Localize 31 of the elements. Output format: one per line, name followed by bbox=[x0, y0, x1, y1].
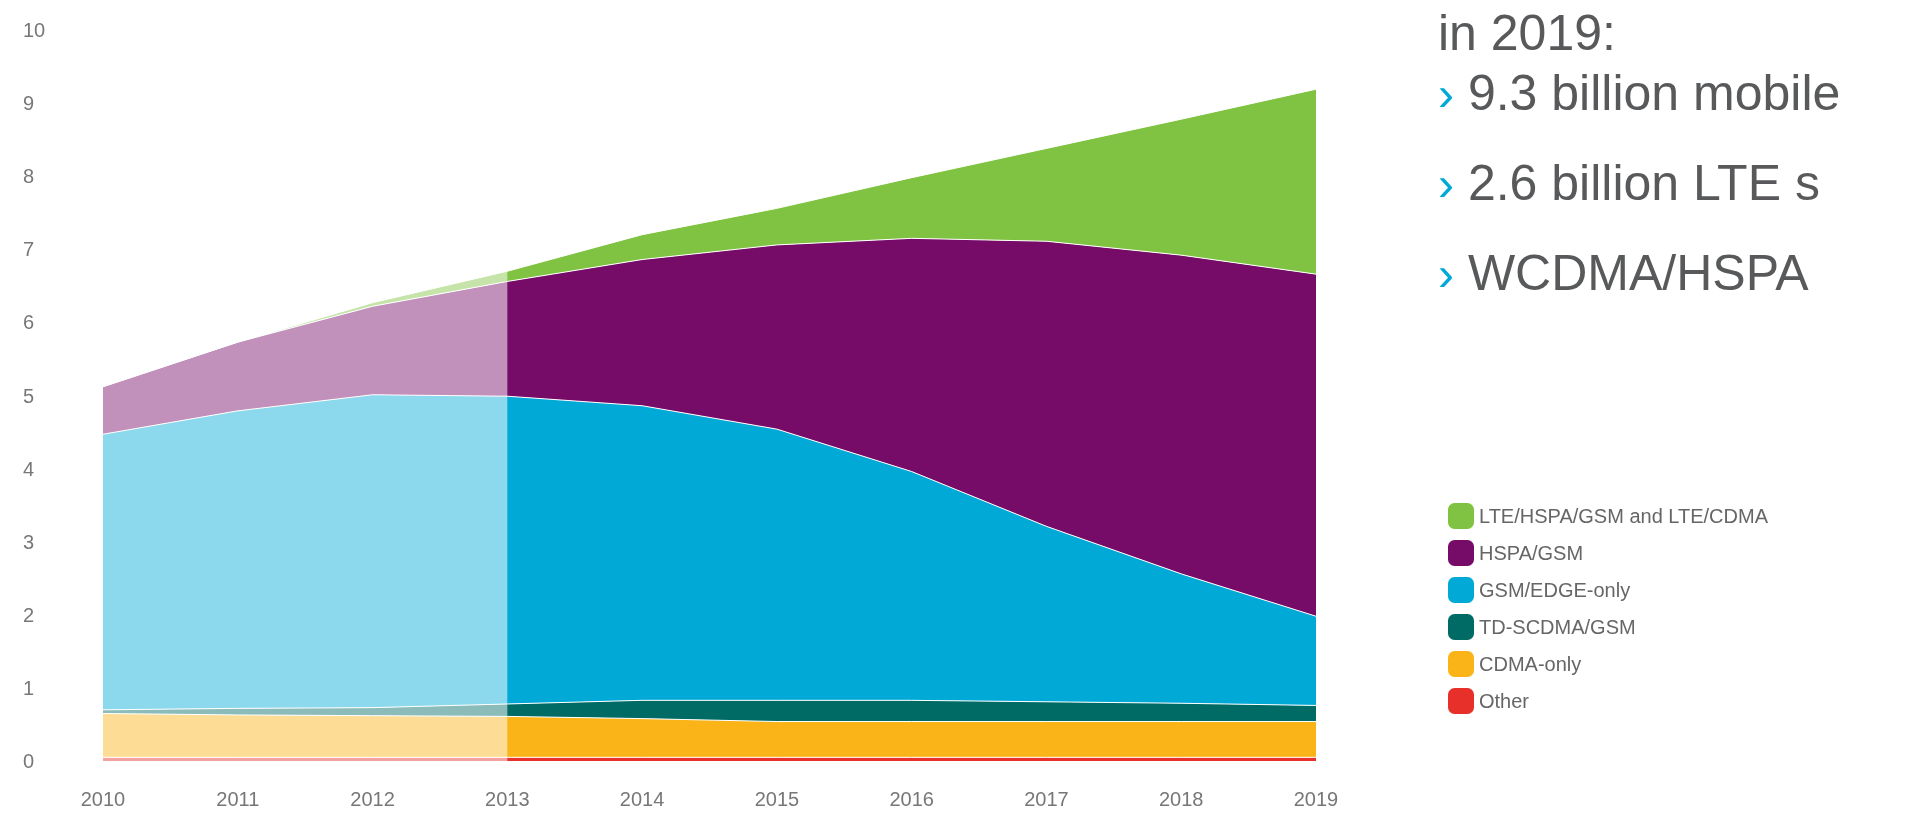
y-tick-label: 1 bbox=[23, 676, 35, 699]
text: › 9.3 billion mobile bbox=[1438, 65, 1841, 121]
legend-label: Other bbox=[1479, 690, 1530, 712]
x-tick-label: 2016 bbox=[889, 788, 934, 810]
legend-label: LTE/HSPA/GSM and LTE/CDMA bbox=[1479, 505, 1769, 527]
text: › 2.6 billion LTE s bbox=[1438, 155, 1820, 211]
x-tick-label: 2015 bbox=[754, 788, 800, 810]
x-tick-label: 2017 bbox=[1024, 788, 1069, 810]
legend-label: TD-SCDMA/GSM bbox=[1479, 616, 1636, 638]
y-tick-label: 8 bbox=[23, 165, 35, 188]
x-tick-label: 2011 bbox=[216, 788, 260, 810]
y-tick-label: 9 bbox=[23, 92, 35, 115]
x-tick-label: 2019 bbox=[1293, 788, 1339, 810]
y-tick-label: 0 bbox=[23, 750, 35, 772]
legend-label: CDMA-only bbox=[1479, 653, 1582, 675]
legend-label: GSM/EDGE-only bbox=[1479, 579, 1631, 601]
y-tick-label: 5 bbox=[23, 384, 35, 407]
x-tick-label: 2012 bbox=[350, 788, 395, 810]
y-tick-label: 2 bbox=[23, 603, 35, 626]
x-tick-label: 2018 bbox=[1158, 788, 1204, 810]
x-tick-label: 2010 bbox=[80, 788, 126, 810]
y-tick-label: 6 bbox=[23, 311, 35, 334]
text: › WCDMA/HSPA bbox=[1438, 245, 1810, 301]
x-tick-label: 2014 bbox=[619, 788, 665, 810]
x-tick-label: 2013 bbox=[485, 788, 530, 810]
y-tick-label: 4 bbox=[23, 457, 35, 480]
text: in 2019: bbox=[1438, 5, 1616, 61]
y-tick-label: 10 bbox=[23, 19, 46, 41]
y-tick-label: 3 bbox=[23, 530, 35, 553]
y-tick-label: 7 bbox=[23, 238, 35, 261]
legend-label: HSPA/GSM bbox=[1479, 542, 1584, 564]
